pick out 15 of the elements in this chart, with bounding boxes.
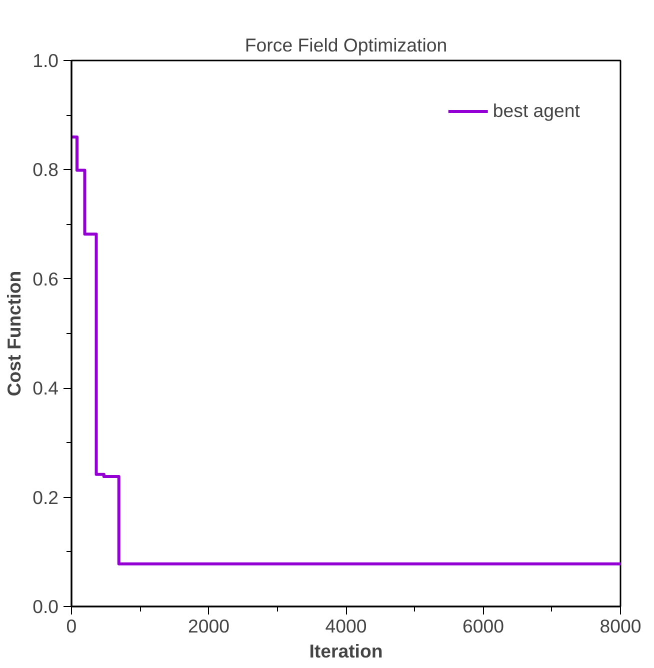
x-axis-title: Iteration [309,640,383,662]
y-tick-label: 1.0 [32,50,59,71]
x-tick-label: 6000 [462,616,504,636]
x-tick-label: 0 [66,616,77,636]
y-tick-label: 0.4 [32,378,59,399]
y-tick-label: 0.8 [32,159,59,180]
x-tick-label: 4000 [325,616,367,636]
y-tick-label: 0.2 [32,486,59,508]
chart-title: Force Field Optimization [244,34,448,56]
x-tick-label: 2000 [188,616,230,636]
y-tick-label: 0.6 [32,268,59,290]
x-tick-label: 8000 [600,616,642,636]
legend-label: best agent [492,100,580,122]
y-tick-label: 0.0 [32,596,59,617]
y-axis-title: Cost Function [4,270,25,396]
